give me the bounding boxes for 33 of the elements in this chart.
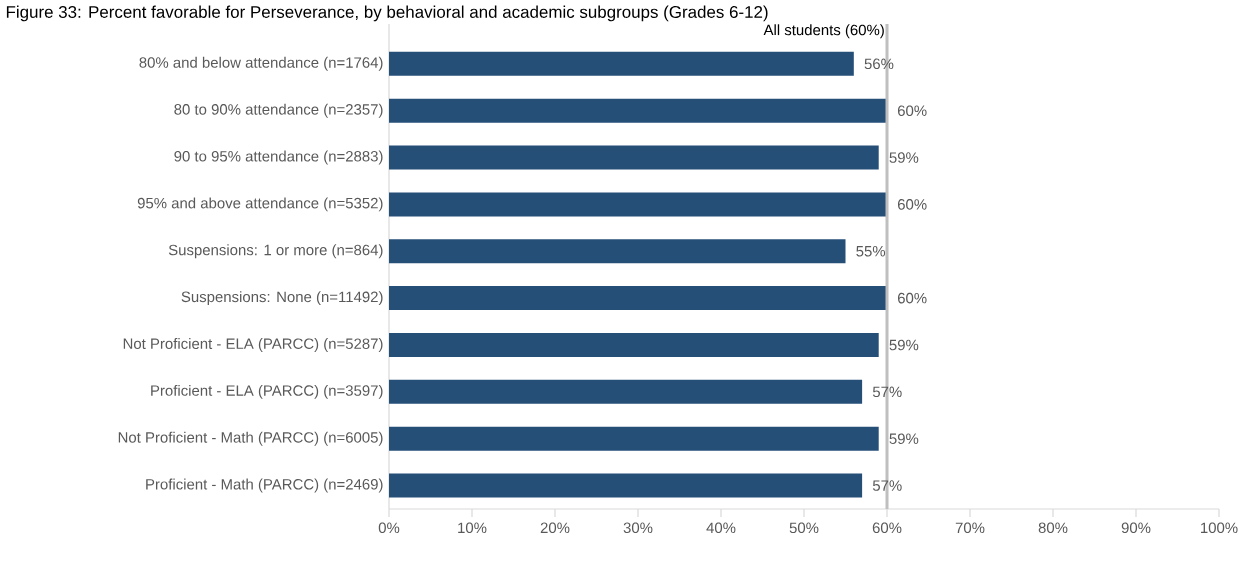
data-label: 60% — [897, 199, 927, 210]
y-tick-label: Proficient - Math (PARCC) (n=2469) — [146, 478, 383, 493]
ref-line-label: All students (60%) — [763, 24, 884, 39]
y-tick-label: 90 to 95% attendance (n=2883) — [174, 150, 383, 165]
x-tick-label: 70% — [955, 522, 985, 534]
y-tick-label: Not Proficient - Math (PARCC) (n=6005) — [118, 431, 383, 446]
data-label: 59% — [889, 339, 919, 351]
x-tick-label: 60% — [872, 522, 902, 534]
x-tick-label: 30% — [623, 522, 653, 534]
data-label: 56% — [864, 58, 894, 70]
x-tick-label: 40% — [706, 522, 736, 534]
data-label: 55% — [856, 246, 886, 257]
y-tick-label: Proficient - ELA (PARCC) (n=3597) — [151, 384, 383, 399]
x-tick-label: 80% — [1038, 522, 1068, 534]
data-label: 60% — [897, 292, 927, 304]
chart-title: Figure 33: Percent favorable for Perseverance, by behavioral and academic subgroups (Grades 6-12) — [6, 5, 768, 22]
data-label: 59% — [889, 152, 919, 163]
x-tick-label: 50% — [789, 522, 819, 534]
y-tick-label: 95% and above attendance (n=5352) — [137, 197, 383, 212]
y-tick-label: 80 to 90% attendance (n=2357) — [174, 103, 383, 118]
y-tick-label: Suspensions: 1 or more (n=864) — [168, 244, 383, 259]
data-label: 60% — [897, 105, 927, 116]
data-label: 57% — [872, 386, 902, 398]
x-tick-label: 0% — [378, 522, 400, 534]
x-tick-label: 10% — [458, 522, 487, 534]
data-label: 57% — [872, 480, 902, 491]
y-tick-label: Not Proficient - ELA (PARCC) (n=5287) — [123, 338, 383, 352]
x-tick-label: 100% — [1201, 522, 1238, 534]
y-tick-label: 80% and below attendance (n=1764) — [139, 56, 383, 71]
data-label: 59% — [889, 433, 919, 444]
x-tick-label: 90% — [1121, 522, 1151, 534]
x-tick-label: 20% — [540, 522, 570, 534]
y-tick-label: Suspensions: None (n=11492) — [181, 291, 383, 306]
